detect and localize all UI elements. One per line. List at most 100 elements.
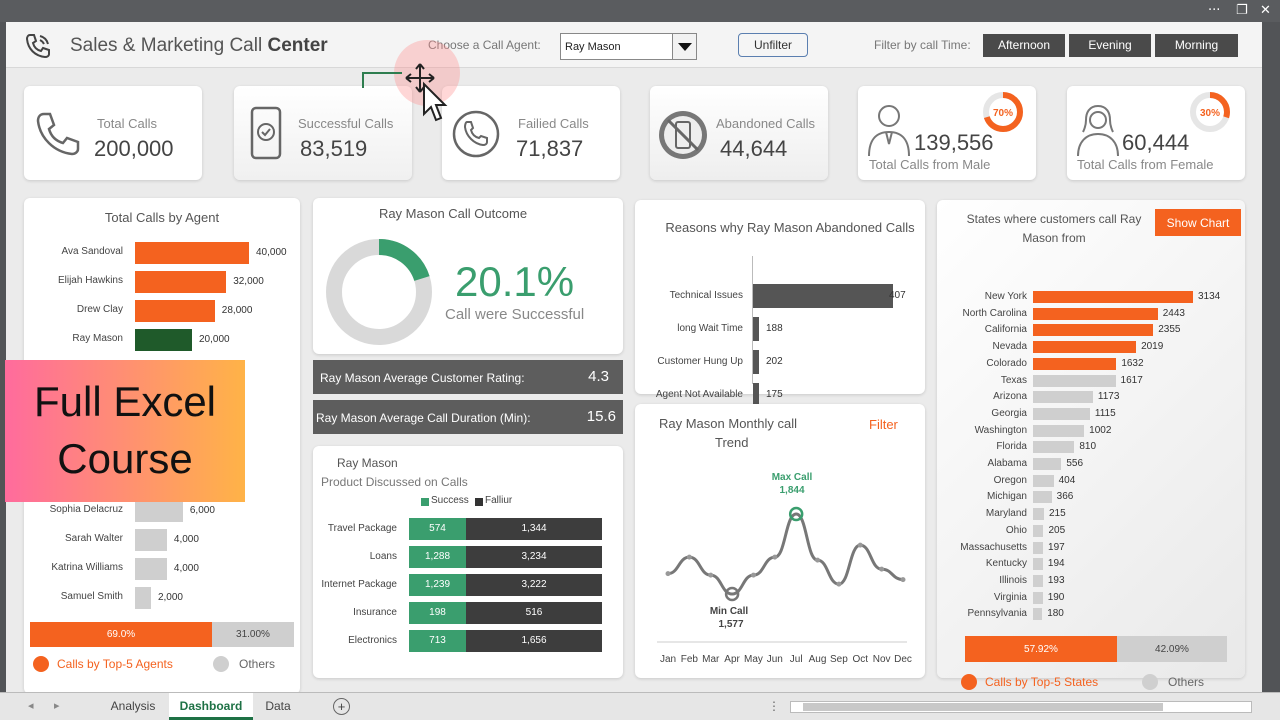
kpi-male-calls: 139,556 Total Calls from Male 70% xyxy=(858,86,1036,180)
panel-subtitle: Product Discussed on Calls xyxy=(321,475,468,489)
kpi-total-calls: Total Calls 200,000 xyxy=(24,86,202,180)
scrollbar-thumb[interactable] xyxy=(803,703,1163,711)
state-name: Arizona xyxy=(993,391,1027,403)
trend-point xyxy=(857,542,863,548)
sheet-tab-bar: ◂ ▸ Analysis Dashboard Data + ⋮ xyxy=(0,692,1280,720)
course-banner: Full Excel Course xyxy=(5,360,245,502)
sheet-tab-data[interactable]: Data xyxy=(265,699,291,713)
panel-title: States where customers call Ray xyxy=(966,212,1142,226)
agent-select-value: Ray Mason xyxy=(565,41,621,53)
state-bar xyxy=(1033,558,1043,571)
state-name: Oregon xyxy=(993,474,1027,486)
kpi-female-calls: 60,444 Total Calls from Female 30% xyxy=(1067,86,1245,180)
reason-name: long Wait Time xyxy=(677,323,743,334)
agents-split-others-label: 31.00% xyxy=(236,629,270,640)
time-filter-label: Filter by call Time: xyxy=(874,38,971,52)
state-name: Illinois xyxy=(999,574,1027,586)
panel-title-line2: Trend xyxy=(715,435,749,450)
state-bar xyxy=(1033,508,1044,521)
product-fail-bar: 1,344 xyxy=(466,518,602,540)
agent-value: 32,000 xyxy=(233,276,264,287)
state-name: Alabama xyxy=(987,458,1027,469)
panel-title: Ray Mason Call Outcome xyxy=(378,206,528,221)
reason-bar xyxy=(753,383,759,407)
product-success-bar: 574 xyxy=(409,518,466,540)
next-sheet-icon[interactable]: ▸ xyxy=(54,700,60,712)
cursor-icon xyxy=(405,63,448,122)
restore-icon[interactable]: ❐ xyxy=(1236,3,1248,18)
state-bar xyxy=(1033,608,1043,621)
legend-swatch-fail xyxy=(475,498,483,506)
month-label: Jan xyxy=(660,654,676,665)
month-label: Feb xyxy=(681,654,699,665)
state-value: 1632 xyxy=(1121,357,1144,369)
add-sheet-icon[interactable]: + xyxy=(333,698,350,715)
agent-select[interactable]: Ray Mason xyxy=(560,33,697,60)
month-label: Dec xyxy=(894,654,912,665)
female-share-donut: 30% xyxy=(1190,92,1230,132)
month-label: Nov xyxy=(873,654,891,665)
rating-label: Ray Mason Average Customer Rating: xyxy=(320,371,525,385)
sheet-tab-analysis[interactable]: Analysis xyxy=(110,699,156,713)
state-name: Florida xyxy=(996,441,1027,453)
state-value: 1115 xyxy=(1094,407,1116,419)
state-name: Colorado xyxy=(986,357,1027,369)
banner-line2: Course xyxy=(57,435,193,482)
trend-points xyxy=(665,506,906,602)
agent-name: Elijah Hawkins xyxy=(57,275,123,286)
state-value: 193 xyxy=(1047,574,1065,586)
state-name: Virginia xyxy=(993,591,1027,603)
product-fail-bar: 3,234 xyxy=(466,546,602,568)
agent-value: 20,000 xyxy=(199,334,230,345)
trend-point xyxy=(836,581,842,587)
unfilter-button[interactable]: Unfilter xyxy=(738,33,808,57)
agent-name: Ray Mason xyxy=(72,333,123,344)
state-name: New York xyxy=(984,291,1027,302)
state-name: Washington xyxy=(974,424,1027,436)
legend-label-fail: Falliur xyxy=(485,495,513,506)
filter-afternoon-button[interactable]: Afternoon xyxy=(983,34,1065,57)
month-label: May xyxy=(744,654,763,665)
horizontal-scrollbar[interactable] xyxy=(790,701,1252,713)
trend-min-point xyxy=(724,586,740,602)
show-chart-button[interactable]: Show Chart xyxy=(1155,209,1241,236)
product-name: Travel Package xyxy=(327,523,397,534)
product-fail-bar: 3,222 xyxy=(466,574,602,596)
state-bar xyxy=(1033,491,1052,504)
trend-filter-button[interactable]: Filter xyxy=(869,417,898,432)
state-value: 2355 xyxy=(1158,324,1181,336)
legend-label-top: Calls by Top-5 States xyxy=(985,675,1099,689)
state-value: 3134 xyxy=(1198,291,1221,302)
kpi-value: 44,644 xyxy=(720,136,788,161)
phone-circle-icon xyxy=(452,110,500,158)
state-name: Georgia xyxy=(991,407,1027,419)
state-value: 556 xyxy=(1066,458,1084,469)
state-bar xyxy=(1033,541,1044,554)
min-call-value: 1,577 xyxy=(718,619,743,630)
state-name: Massachusetts xyxy=(960,541,1027,553)
product-name: Insurance xyxy=(353,607,397,618)
woman-icon xyxy=(1077,105,1119,157)
month-label: Sep xyxy=(830,654,848,665)
legend-swatch-success xyxy=(421,498,429,506)
duration-value: 15.6 xyxy=(586,408,616,425)
kpi-value: 60,444 xyxy=(1122,130,1190,155)
duration-stat: Ray Mason Average Call Duration (Min): 1… xyxy=(313,400,623,434)
prev-sheet-icon[interactable]: ◂ xyxy=(28,700,34,712)
agent-value: 40,000 xyxy=(256,247,287,258)
tab-splitter-icon[interactable]: ⋮ xyxy=(768,699,780,713)
panel-title: Ray Mason Monthly call xyxy=(659,416,797,431)
kpi-label: Total Calls xyxy=(97,116,157,131)
reasons-panel: Reasons why Ray Mason Abandoned Calls Te… xyxy=(635,200,925,407)
close-icon[interactable]: ✕ xyxy=(1260,3,1271,18)
product-success-bar: 713 xyxy=(409,630,466,652)
filter-evening-button[interactable]: Evening xyxy=(1069,34,1151,57)
month-label: Jun xyxy=(767,654,783,665)
reason-bar xyxy=(753,317,759,341)
sheet-tab-dashboard[interactable]: Dashboard xyxy=(169,693,253,720)
more-options-icon[interactable]: ··· xyxy=(1208,3,1221,18)
rating-stat: Ray Mason Average Customer Rating: 4.3 xyxy=(313,360,623,394)
chevron-down-icon[interactable] xyxy=(672,34,696,59)
filter-morning-button[interactable]: Morning xyxy=(1155,34,1238,57)
agent-name: Katrina Williams xyxy=(51,562,123,573)
